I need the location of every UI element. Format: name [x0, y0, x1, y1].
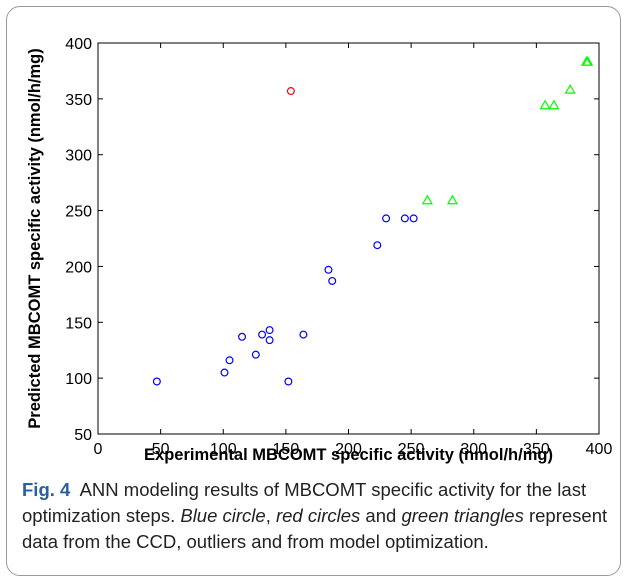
data-point-triangle [564, 83, 576, 94]
x-axis-ticks: 0 50 100 150 200 250 300 350 400 [94, 43, 613, 458]
data-point-circle [409, 214, 418, 223]
figure-label: Fig. 4 [22, 479, 71, 500]
data-point-circle [251, 350, 260, 359]
data-point-circle [286, 87, 295, 96]
y-tick-label: 150 [65, 315, 92, 332]
y-tick-label: 350 [65, 92, 92, 109]
y-axis-title: Predicted MBCOMT specific activity (nmol… [26, 48, 44, 428]
x-tick-label: 350 [523, 441, 550, 458]
y-tick-label: 300 [65, 148, 92, 165]
data-point-circle [373, 241, 382, 250]
data-point-circle [400, 214, 409, 223]
data-point-circle [265, 326, 274, 335]
data-point-triangle [446, 194, 458, 205]
x-tick-label: 200 [335, 441, 362, 458]
data-point-circle [328, 276, 337, 285]
figure-caption: Fig. 4 ANN modeling results of MBCOMT sp… [22, 477, 612, 555]
caption-text-1: ANN modeling results of MBCOMT specific … [22, 479, 587, 526]
y-tick-label: 200 [65, 259, 92, 276]
y-tick-label: 400 [65, 36, 92, 53]
data-point-circle [238, 332, 247, 341]
y-tick-label: 50 [74, 427, 92, 444]
x-tick-label: 250 [398, 441, 425, 458]
data-points [152, 55, 594, 386]
caption-legend-green: green triangles [401, 505, 524, 526]
caption-legend-blue: Blue circle [180, 505, 266, 526]
x-tick-label: 150 [273, 441, 300, 458]
data-point-triangle [421, 194, 433, 205]
y-axis-ticks: 50 100 150 200 250 300 350 400 [65, 36, 599, 444]
data-point-circle [324, 265, 333, 274]
y-tick-label: 100 [65, 371, 92, 388]
caption-text-3: and [360, 505, 402, 526]
caption-text-2: , [265, 505, 276, 526]
x-tick-label: 0 [94, 441, 103, 458]
x-tick-label: 100 [210, 441, 237, 458]
y-tick-label: 250 [65, 204, 92, 221]
data-point-circle [284, 377, 293, 386]
data-point-triangle [539, 99, 551, 110]
plot-area-frame [97, 42, 600, 435]
data-point-circle [220, 368, 229, 377]
data-point-circle [265, 336, 274, 345]
data-point-circle [382, 214, 391, 223]
data-point-triangle [548, 99, 560, 110]
caption-text-4: represent data from the CCD, outliers an… [22, 505, 608, 552]
x-tick-label: 300 [460, 441, 487, 458]
x-tick-label: 400 [586, 441, 613, 458]
x-axis-title: Experimental MBCOMT specific activity (n… [144, 446, 553, 464]
data-point-circle [225, 356, 234, 365]
data-point-circle [152, 377, 161, 386]
data-point-circle [258, 330, 267, 339]
x-tick-label: 50 [152, 441, 170, 458]
data-point-circle [299, 330, 308, 339]
figure-frame [6, 6, 621, 576]
caption-legend-red: red circles [275, 505, 361, 526]
scatter-chart: 0 50 100 150 200 250 300 350 400 501001502002503… [26, 36, 613, 464]
data-point-triangle [582, 55, 594, 66]
